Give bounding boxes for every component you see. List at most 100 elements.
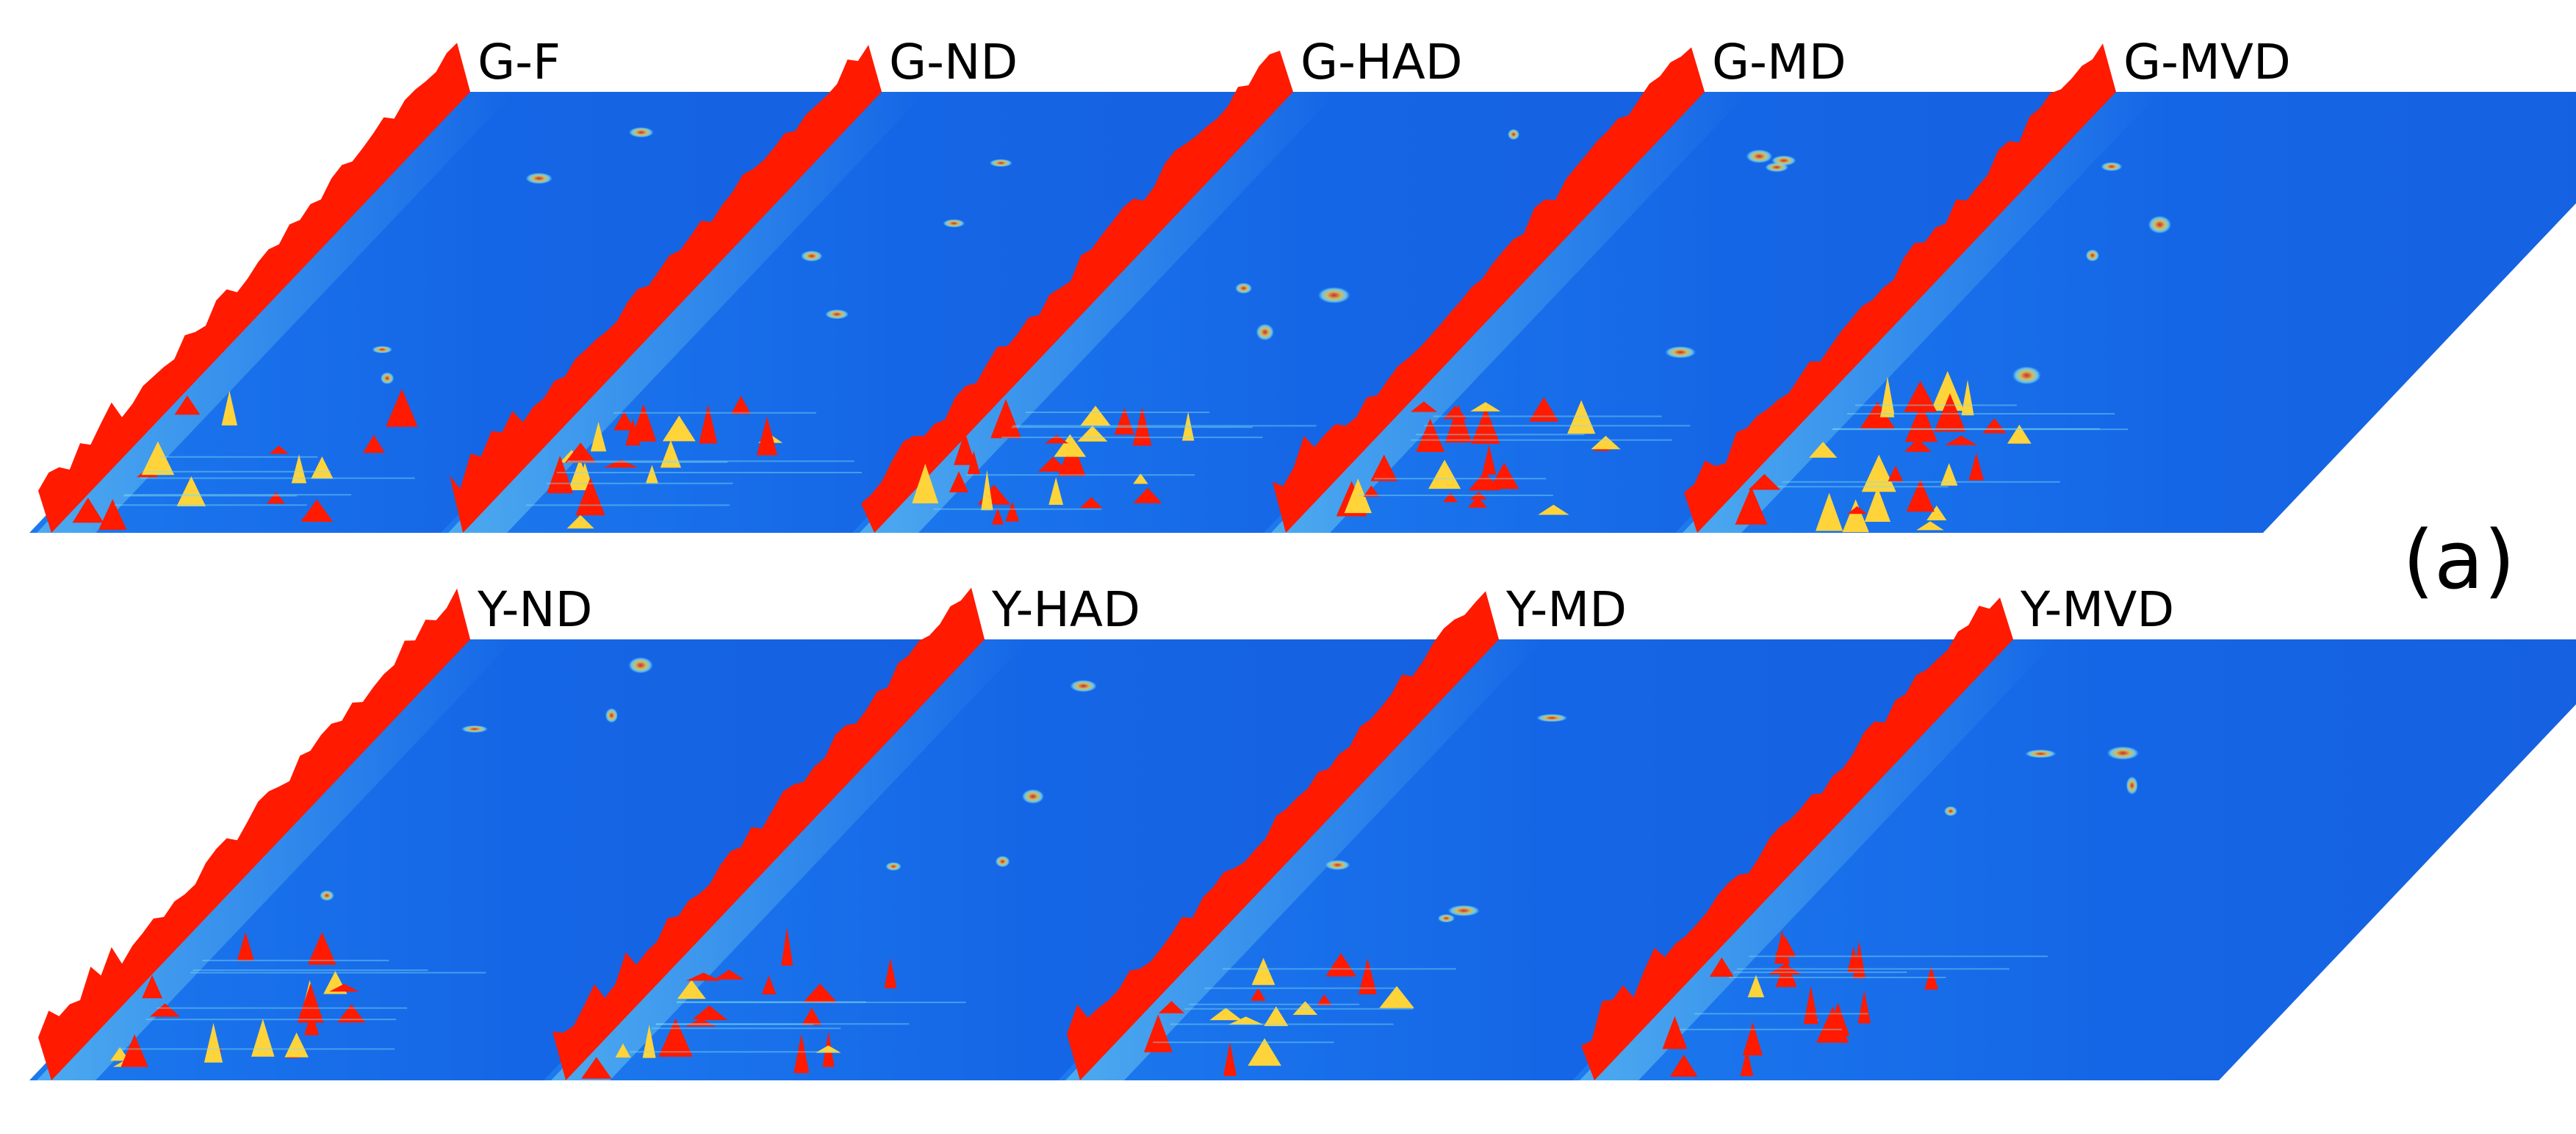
panels-layer: G-F G-ND G-HAD G-MD G-MVD Y-ND Y-HAD Y-MD Y-MVD xyxy=(29,34,2576,1080)
hot-spot xyxy=(615,1043,631,1058)
hot-spot xyxy=(311,456,334,479)
panel-label: G-MD xyxy=(1712,34,1846,90)
blob xyxy=(825,309,849,320)
hot-spot xyxy=(1591,436,1621,450)
blob xyxy=(1325,860,1350,870)
hot-spot xyxy=(1264,1006,1289,1027)
ridge-peak xyxy=(1067,591,1499,1080)
hot-spot xyxy=(1489,462,1519,489)
hot-spot xyxy=(967,451,980,475)
hot-spot xyxy=(1847,506,1867,514)
hot-spot xyxy=(1816,1006,1849,1043)
blob xyxy=(1437,914,1455,923)
blob xyxy=(885,862,902,871)
hot-spot xyxy=(176,476,206,506)
hot-spot xyxy=(1847,946,1860,973)
hot-spot xyxy=(98,499,127,530)
hot-spot xyxy=(1114,407,1134,435)
hot-spot xyxy=(1468,496,1487,508)
blob xyxy=(943,219,965,228)
hot-spot xyxy=(1251,958,1276,986)
hot-spot xyxy=(1864,487,1890,522)
hot-spot xyxy=(1317,994,1332,1005)
hot-spot xyxy=(642,1024,656,1058)
blob xyxy=(1447,905,1480,916)
hot-spot xyxy=(1740,1048,1754,1077)
blob xyxy=(2126,776,2138,795)
hot-spot xyxy=(645,464,658,484)
hot-spot xyxy=(1370,454,1397,481)
hot-spot xyxy=(625,418,641,446)
hot-spot xyxy=(267,492,285,504)
hot-spot xyxy=(1182,412,1195,441)
hot-spot xyxy=(1359,958,1377,994)
hot-spot xyxy=(1058,439,1086,476)
hot-spot xyxy=(802,1008,822,1025)
hot-spot xyxy=(120,1034,148,1067)
hot-spot xyxy=(1816,492,1843,531)
hot-spot xyxy=(307,932,337,965)
hot-spot xyxy=(142,975,162,999)
hot-spot xyxy=(954,431,976,465)
heatmap-panel: G-F xyxy=(29,34,948,533)
hot-spot xyxy=(1904,381,1938,412)
blob xyxy=(2107,746,2140,760)
hot-spot xyxy=(802,983,838,1003)
heatmap-panel: Y-MD xyxy=(1058,581,2035,1080)
panel-label: G-F xyxy=(478,34,561,90)
hot-spot xyxy=(912,463,939,503)
hot-spot xyxy=(1567,400,1596,434)
heatmap-panel: Y-ND xyxy=(29,581,1007,1080)
panel-label: Y-MVD xyxy=(2020,581,2174,638)
hot-spot xyxy=(1054,434,1087,457)
hot-spot xyxy=(1669,1054,1698,1077)
hot-spot xyxy=(141,441,175,476)
hot-spot xyxy=(1809,442,1838,458)
hot-spot xyxy=(1344,478,1372,514)
hot-spot xyxy=(1251,988,1266,1001)
hot-spot xyxy=(1482,445,1497,475)
ridge-peak xyxy=(38,43,470,533)
hot-spot xyxy=(1158,1001,1185,1013)
hot-spot xyxy=(590,421,607,452)
hot-spot xyxy=(581,1057,612,1079)
hot-spot xyxy=(72,498,104,523)
panel-surface xyxy=(29,92,948,533)
hot-spot xyxy=(547,455,574,494)
ridge-peak xyxy=(1581,597,2013,1080)
hot-spot xyxy=(1842,499,1869,533)
hot-spot xyxy=(1904,403,1938,442)
hot-spot xyxy=(756,416,778,456)
hot-spot xyxy=(1857,990,1871,1024)
blob xyxy=(1317,287,1350,304)
hot-spot xyxy=(1879,384,1895,417)
hot-spot xyxy=(1906,479,1935,512)
blob xyxy=(1536,714,1568,722)
blob xyxy=(628,657,653,674)
blob xyxy=(1508,129,1519,140)
blob xyxy=(1021,789,1044,804)
panel-surface xyxy=(29,639,1007,1080)
hot-spot xyxy=(1005,501,1020,522)
hot-spot xyxy=(677,980,706,1000)
hot-spot xyxy=(251,1019,275,1057)
panel-label: G-ND xyxy=(889,34,1018,90)
hot-spot xyxy=(1292,1001,1318,1015)
blob xyxy=(989,159,1012,168)
hot-spot xyxy=(386,389,418,427)
hot-spot xyxy=(566,514,594,529)
blob xyxy=(2085,249,2100,262)
hot-spot xyxy=(1410,401,1438,412)
hot-spot xyxy=(174,395,201,415)
hot-spot xyxy=(564,442,597,463)
hot-spot xyxy=(816,1045,841,1053)
hot-spot xyxy=(362,434,385,453)
hot-spot xyxy=(1080,406,1111,426)
hot-spot xyxy=(603,459,638,468)
hot-spot xyxy=(269,445,289,454)
hot-spot xyxy=(990,398,1021,439)
hot-spot xyxy=(301,499,334,522)
panel-surface xyxy=(544,639,1521,1080)
hot-spot xyxy=(1468,471,1501,491)
